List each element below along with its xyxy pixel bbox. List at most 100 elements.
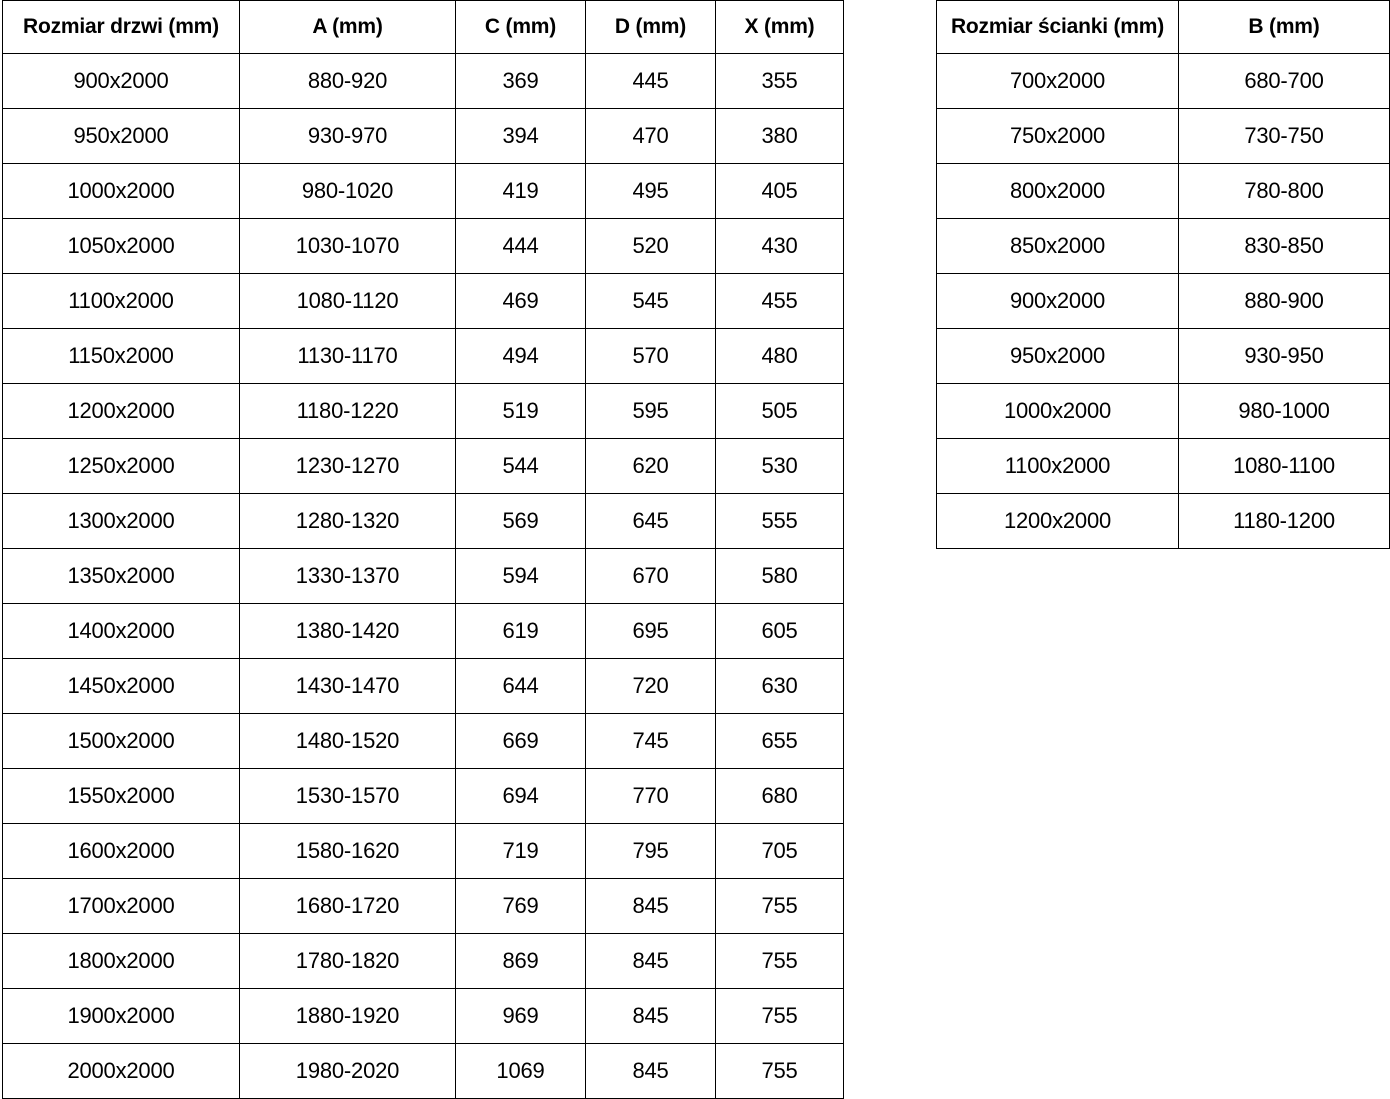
cell-dim-c: 1069 [455,1043,586,1099]
cell-door-size: 1200x2000 [2,383,240,439]
cell-dim-d: 670 [585,548,716,604]
doors-header-c: C (mm) [455,0,586,54]
cell-dim-x: 555 [715,493,844,549]
cell-dim-b: 680-700 [1178,53,1390,109]
cell-door-size: 2000x2000 [2,1043,240,1099]
cell-door-size: 1100x2000 [2,273,240,329]
table-row: 800x2000 780-800 [936,163,1390,219]
table-row: 750x2000 730-750 [936,108,1390,164]
cell-dim-c: 569 [455,493,586,549]
table-row: 1500x2000 1480-1520 669 745 655 [2,713,844,769]
cell-dim-x: 355 [715,53,844,109]
cell-dim-d: 545 [585,273,716,329]
cell-dim-c: 444 [455,218,586,274]
table-row: 1250x2000 1230-1270 544 620 530 [2,438,844,494]
walls-dimensions-table: Rozmiar ścianki (mm) B (mm) 700x2000 680-… [936,0,1390,549]
cell-dim-a: 1280-1320 [239,493,456,549]
cell-dim-d: 770 [585,768,716,824]
cell-dim-c: 719 [455,823,586,879]
cell-door-size: 1250x2000 [2,438,240,494]
cell-door-size: 1900x2000 [2,988,240,1044]
cell-dim-x: 630 [715,658,844,714]
table-row: 1100x2000 1080-1120 469 545 455 [2,273,844,329]
walls-header-b: B (mm) [1178,0,1390,54]
cell-dim-d: 795 [585,823,716,879]
table-row: 1200x2000 1180-1200 [936,493,1390,549]
walls-table-head: Rozmiar ścianki (mm) B (mm) [936,0,1390,54]
cell-door-size: 1600x2000 [2,823,240,879]
cell-door-size: 1350x2000 [2,548,240,604]
cell-dim-a: 1880-1920 [239,988,456,1044]
cell-wall-size: 850x2000 [936,218,1179,274]
doors-header-x: X (mm) [715,0,844,54]
cell-dim-a: 1230-1270 [239,438,456,494]
doors-header-d: D (mm) [585,0,716,54]
table-row: 1350x2000 1330-1370 594 670 580 [2,548,844,604]
cell-dim-d: 495 [585,163,716,219]
cell-dim-d: 595 [585,383,716,439]
table-row: 1700x2000 1680-1720 769 845 755 [2,878,844,934]
cell-dim-d: 720 [585,658,716,714]
cell-dim-d: 520 [585,218,716,274]
cell-dim-c: 544 [455,438,586,494]
table-row: 1200x2000 1180-1220 519 595 505 [2,383,844,439]
cell-dim-d: 470 [585,108,716,164]
cell-dim-c: 469 [455,273,586,329]
cell-door-size: 1700x2000 [2,878,240,934]
cell-dim-x: 580 [715,548,844,604]
table-row: 1100x2000 1080-1100 [936,438,1390,494]
cell-dim-x: 455 [715,273,844,329]
cell-dim-c: 694 [455,768,586,824]
cell-dim-a: 1580-1620 [239,823,456,879]
cell-wall-size: 750x2000 [936,108,1179,164]
cell-dim-d: 845 [585,933,716,989]
cell-wall-size: 700x2000 [936,53,1179,109]
cell-dim-c: 669 [455,713,586,769]
cell-door-size: 950x2000 [2,108,240,164]
cell-door-size: 1450x2000 [2,658,240,714]
cell-dim-d: 745 [585,713,716,769]
cell-dim-c: 494 [455,328,586,384]
walls-table-body: 700x2000 680-700 750x2000 730-750 800x2000 78… [936,53,1390,549]
table-row: 1000x2000 980-1000 [936,383,1390,439]
cell-door-size: 1550x2000 [2,768,240,824]
cell-dim-a: 980-1020 [239,163,456,219]
walls-header-size: Rozmiar ścianki (mm) [936,0,1179,54]
cell-wall-size: 800x2000 [936,163,1179,219]
cell-dim-c: 519 [455,383,586,439]
cell-dim-x: 705 [715,823,844,879]
cell-dim-x: 530 [715,438,844,494]
table-row: 1900x2000 1880-1920 969 845 755 [2,988,844,1044]
cell-dim-a: 1480-1520 [239,713,456,769]
cell-dim-c: 644 [455,658,586,714]
walls-header-row: Rozmiar ścianki (mm) B (mm) [936,0,1390,54]
table-row: 900x2000 880-920 369 445 355 [2,53,844,109]
cell-dim-c: 769 [455,878,586,934]
table-row: 1450x2000 1430-1470 644 720 630 [2,658,844,714]
doors-dimensions-table: Rozmiar drzwi (mm) A (mm) C (mm) D (mm) … [2,0,844,1099]
table-row: 1550x2000 1530-1570 694 770 680 [2,768,844,824]
cell-dim-a: 1680-1720 [239,878,456,934]
cell-door-size: 1300x2000 [2,493,240,549]
cell-wall-size: 900x2000 [936,273,1179,329]
doors-table-body: 900x2000 880-920 369 445 355 950x2000 930-970 3… [2,53,844,1099]
table-row: 1600x2000 1580-1620 719 795 705 [2,823,844,879]
cell-dim-x: 505 [715,383,844,439]
cell-dim-c: 869 [455,933,586,989]
cell-dim-c: 369 [455,53,586,109]
cell-dim-x: 755 [715,1043,844,1099]
cell-door-size: 1800x2000 [2,933,240,989]
table-row: 1000x2000 980-1020 419 495 405 [2,163,844,219]
cell-dim-d: 845 [585,988,716,1044]
cell-door-size: 1150x2000 [2,328,240,384]
table-row: 700x2000 680-700 [936,53,1390,109]
cell-dim-b: 1180-1200 [1178,493,1390,549]
cell-dim-a: 1980-2020 [239,1043,456,1099]
doors-table-container: Rozmiar drzwi (mm) A (mm) C (mm) D (mm) … [2,0,844,1099]
table-row: 950x2000 930-970 394 470 380 [2,108,844,164]
cell-dim-b: 930-950 [1178,328,1390,384]
cell-dim-d: 695 [585,603,716,659]
table-row: 850x2000 830-850 [936,218,1390,274]
cell-dim-d: 445 [585,53,716,109]
